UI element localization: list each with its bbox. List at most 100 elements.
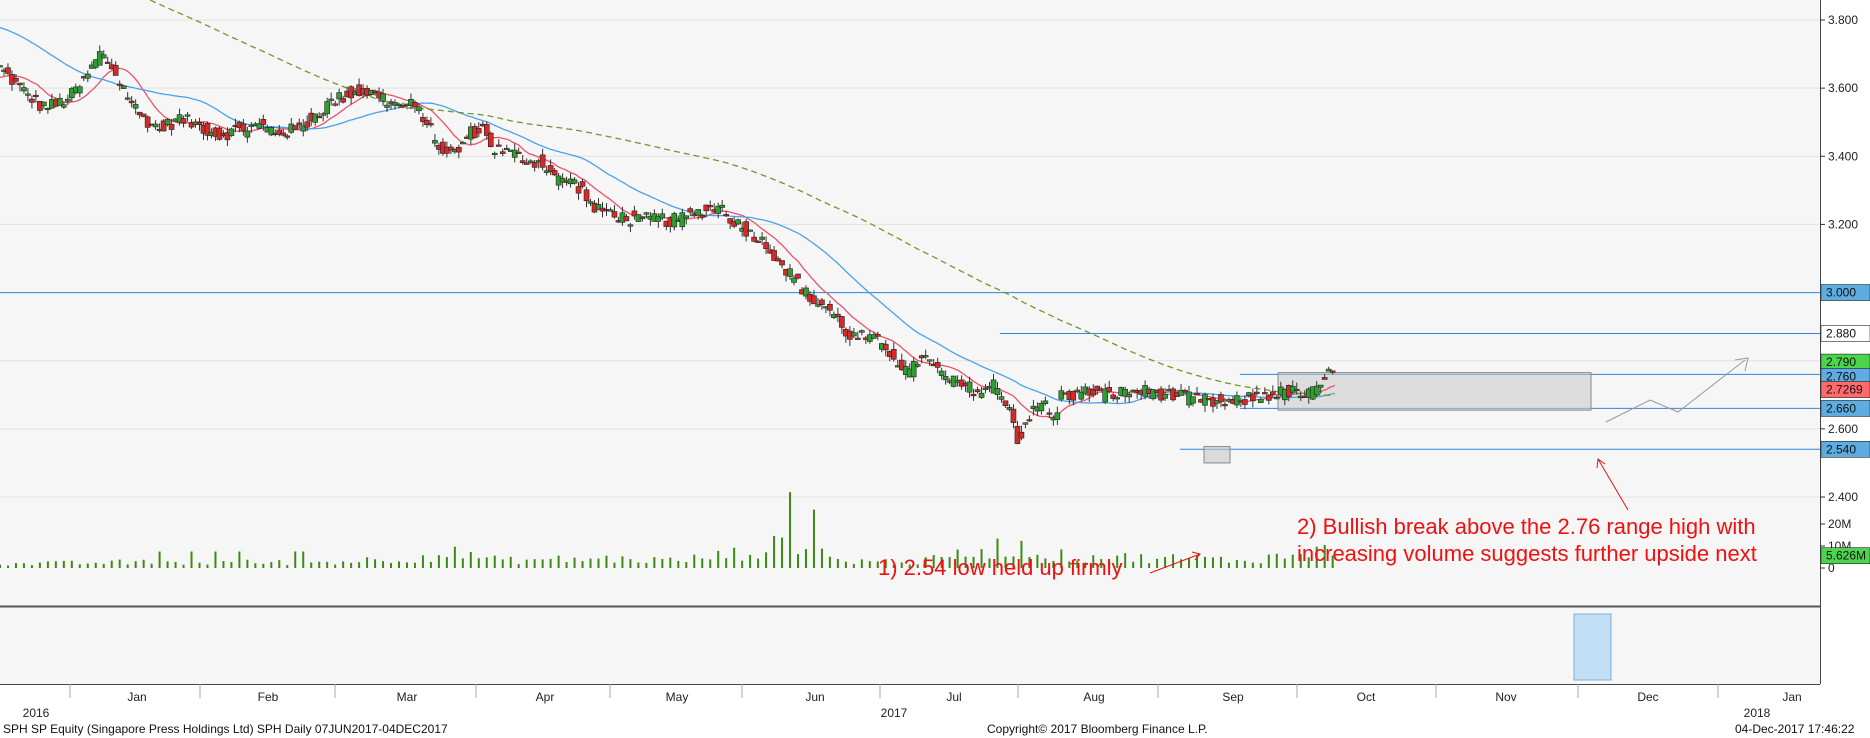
- volume-bar: [493, 555, 496, 568]
- volume-bar: [1180, 559, 1183, 568]
- volume-bar: [1188, 558, 1191, 568]
- volume-bar: [1156, 558, 1159, 568]
- volume-bar: [1148, 563, 1151, 568]
- volume-bar: [765, 552, 768, 568]
- x-month-label: Oct: [1357, 690, 1376, 704]
- candle-body: [396, 103, 402, 107]
- annotation-arrows: [1149, 357, 1749, 574]
- axis-area-bg: [0, 684, 1870, 738]
- y-tick-label: 2.600: [1828, 422, 1858, 436]
- candle-body: [168, 124, 175, 130]
- candle-body: [519, 160, 526, 164]
- candle-body: [571, 179, 578, 184]
- volume-bar: [653, 557, 656, 568]
- volume-bar: [948, 557, 951, 568]
- x-year-label: 2016: [23, 706, 50, 720]
- candle-body: [859, 330, 865, 333]
- volume-bar: [661, 559, 664, 568]
- candle-body: [428, 123, 434, 126]
- candle-body: [998, 396, 1005, 400]
- label-2540-bg: [1820, 440, 1870, 458]
- volume-bar: [549, 558, 552, 568]
- volume-bar: [485, 557, 488, 568]
- candle-body: [1262, 392, 1268, 395]
- candle-body: [128, 100, 135, 104]
- candle-body: [1242, 399, 1248, 405]
- volume-bar: [334, 564, 337, 568]
- x-month-label: Jun: [805, 690, 824, 704]
- candle-body: [938, 370, 945, 376]
- candle-body: [779, 260, 785, 266]
- volume-bar: [445, 557, 448, 568]
- candle-body: [631, 210, 638, 217]
- volume-bar: [1052, 560, 1055, 568]
- candle-body: [1046, 412, 1053, 415]
- candle-body: [284, 135, 291, 138]
- candle-body: [743, 221, 749, 237]
- volume-bar: [1267, 554, 1270, 568]
- volume-bar: [1116, 555, 1119, 568]
- candle-body: [1074, 389, 1081, 392]
- candle-body: [1002, 400, 1009, 407]
- volume-bar: [908, 564, 911, 568]
- x-month-label: Jan: [127, 690, 146, 704]
- volume-bar: [1124, 553, 1127, 568]
- candle-body: [416, 106, 422, 112]
- x-month-label: Sep: [1222, 690, 1244, 704]
- volume-bar: [270, 562, 273, 568]
- volume-bar: [350, 562, 353, 568]
- footer-security: SPH SP Equity (Singapore Press Holdings …: [3, 722, 448, 736]
- volume-bars: [0, 492, 1334, 568]
- candle-body: [966, 381, 973, 393]
- volume-bar: [62, 560, 65, 568]
- candle-body: [65, 98, 71, 102]
- candle-body: [100, 54, 107, 59]
- volume-panel-bg: [0, 608, 1820, 684]
- volume-bar: [22, 563, 25, 568]
- candle-body: [1022, 422, 1029, 425]
- candle-body: [835, 313, 841, 317]
- candle-body: [547, 165, 554, 172]
- v-tick-label: 0: [1828, 561, 1835, 575]
- volume-bar: [517, 564, 520, 568]
- volume-bar: [461, 558, 464, 568]
- volume-bar: [1259, 563, 1262, 568]
- x-month-label: Jul: [946, 690, 961, 704]
- candle-body: [679, 212, 686, 228]
- ma-short-line: [0, 67, 1335, 419]
- volume-highlight-box: [1573, 613, 1612, 681]
- candle-body: [1258, 398, 1264, 404]
- candle-body: [392, 102, 398, 106]
- label-ma-value-bg: [1820, 381, 1870, 398]
- volume-bar: [469, 551, 472, 568]
- volume-bar: [956, 549, 959, 568]
- volume-bar: [1092, 555, 1095, 568]
- candle-body: [1250, 393, 1256, 402]
- volume-bar: [342, 561, 345, 568]
- candle-body: [803, 287, 809, 297]
- volume-bar: [749, 554, 752, 568]
- volume-bar: [46, 561, 49, 568]
- candle-body: [1162, 393, 1168, 399]
- candle-body: [340, 98, 346, 103]
- volume-bar: [852, 563, 855, 568]
- candle-body: [1182, 390, 1188, 393]
- candle-body: [655, 215, 662, 222]
- volume-bar: [198, 562, 201, 568]
- x-month-label: Dec: [1637, 690, 1658, 704]
- candle-body: [910, 360, 917, 378]
- volume-bar: [637, 562, 640, 568]
- candle-body: [136, 111, 143, 116]
- candle-body: [1070, 391, 1077, 401]
- volume-bar: [390, 562, 393, 568]
- volume-bar: [405, 562, 408, 568]
- volume-bar: [14, 563, 17, 568]
- volume-bar: [166, 561, 169, 568]
- volume-bar: [6, 565, 9, 568]
- candle-body: [69, 88, 75, 99]
- candle-body: [942, 376, 949, 381]
- candle-body: [699, 214, 706, 218]
- candle-body: [1266, 394, 1272, 401]
- candle-body: [380, 93, 386, 102]
